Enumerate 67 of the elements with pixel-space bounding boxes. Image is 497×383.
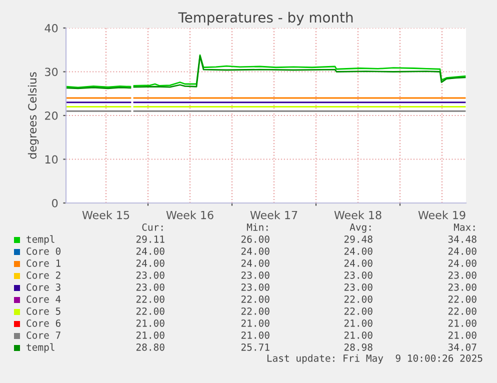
text: 21.00 <box>448 331 476 339</box>
chart-title: Temperatures - by month <box>178 12 353 26</box>
legend-label: Core 0 <box>26 247 60 255</box>
legend-label: Core 4 <box>26 295 61 303</box>
x-tick-label: Week 15 <box>82 210 130 220</box>
text: 24.00 <box>136 259 164 267</box>
text: Last update: Fri May 9 10:00:26 2025 <box>267 354 482 364</box>
text: 29.48 <box>344 235 372 243</box>
legend-label: templ <box>26 235 54 245</box>
text: 22.00 <box>448 307 476 315</box>
legend-label: Core 2 <box>26 271 60 279</box>
text: 24.00 <box>448 259 476 267</box>
legend-label: Core 6 <box>26 319 60 327</box>
x-tick-label: Week 19 <box>418 210 466 220</box>
x-tick-label: Week 16 <box>166 210 214 220</box>
text: 24.00 <box>448 247 476 255</box>
legend-label: Core 3 <box>26 283 60 291</box>
text: 23.00 <box>241 271 270 279</box>
text: 24.00 <box>344 247 372 255</box>
text: 21.00 <box>241 331 270 339</box>
legend-label: Core 7 <box>26 331 60 339</box>
text: 22.00 <box>241 307 270 315</box>
text: 21.00 <box>344 331 372 339</box>
text: Min: <box>246 223 268 231</box>
text: Avg: <box>350 224 371 233</box>
text: 22.00 <box>344 307 372 315</box>
text: 23.00 <box>344 271 372 279</box>
text: 28.80 <box>136 343 164 351</box>
text: 22.00 <box>448 295 476 303</box>
y-tick-label: 30 <box>45 68 58 76</box>
text: 21.00 <box>136 319 164 327</box>
text: 24.00 <box>241 247 270 255</box>
y-axis-title: degrees Celsius <box>28 72 39 159</box>
text: 23.00 <box>136 283 164 291</box>
x-tick-label: Week 18 <box>334 210 382 220</box>
text: 23.00 <box>344 283 372 291</box>
y-tick-label: 0 <box>52 198 58 208</box>
text: 29.11 <box>136 235 164 243</box>
text: 23.00 <box>448 271 476 279</box>
text: 24.00 <box>136 247 164 255</box>
text: 22.00 <box>136 307 164 315</box>
text: 28.98 <box>344 343 372 351</box>
y-tick-label: 10 <box>45 155 58 164</box>
x-tick-label: Week 17 <box>250 210 298 220</box>
text: 23.00 <box>241 283 270 291</box>
text: 34.07 <box>448 343 476 351</box>
legend-label: templ <box>26 343 54 353</box>
text: 24.00 <box>344 259 372 267</box>
text: 21.00 <box>136 331 164 339</box>
text: 34.48 <box>448 235 476 243</box>
text: Max: <box>454 224 475 231</box>
text: 24.00 <box>241 259 270 267</box>
text: Cur: <box>142 223 163 231</box>
legend-label: Core 5 <box>26 307 60 315</box>
text: 21.00 <box>448 319 476 327</box>
y-tick-label: 40 <box>44 24 58 32</box>
text: 23.00 <box>448 283 476 291</box>
legend-label: Core 1 <box>26 259 60 267</box>
text: 23.00 <box>136 271 164 279</box>
text: 21.00 <box>344 319 372 327</box>
y-tick-label: 20 <box>45 111 58 120</box>
text: 22.00 <box>136 295 164 303</box>
text: 22.00 <box>241 295 270 303</box>
text: 21.00 <box>241 319 270 327</box>
text: 26.00 <box>241 235 270 243</box>
text: 22.00 <box>344 295 372 303</box>
text: 25.71 <box>241 343 270 351</box>
